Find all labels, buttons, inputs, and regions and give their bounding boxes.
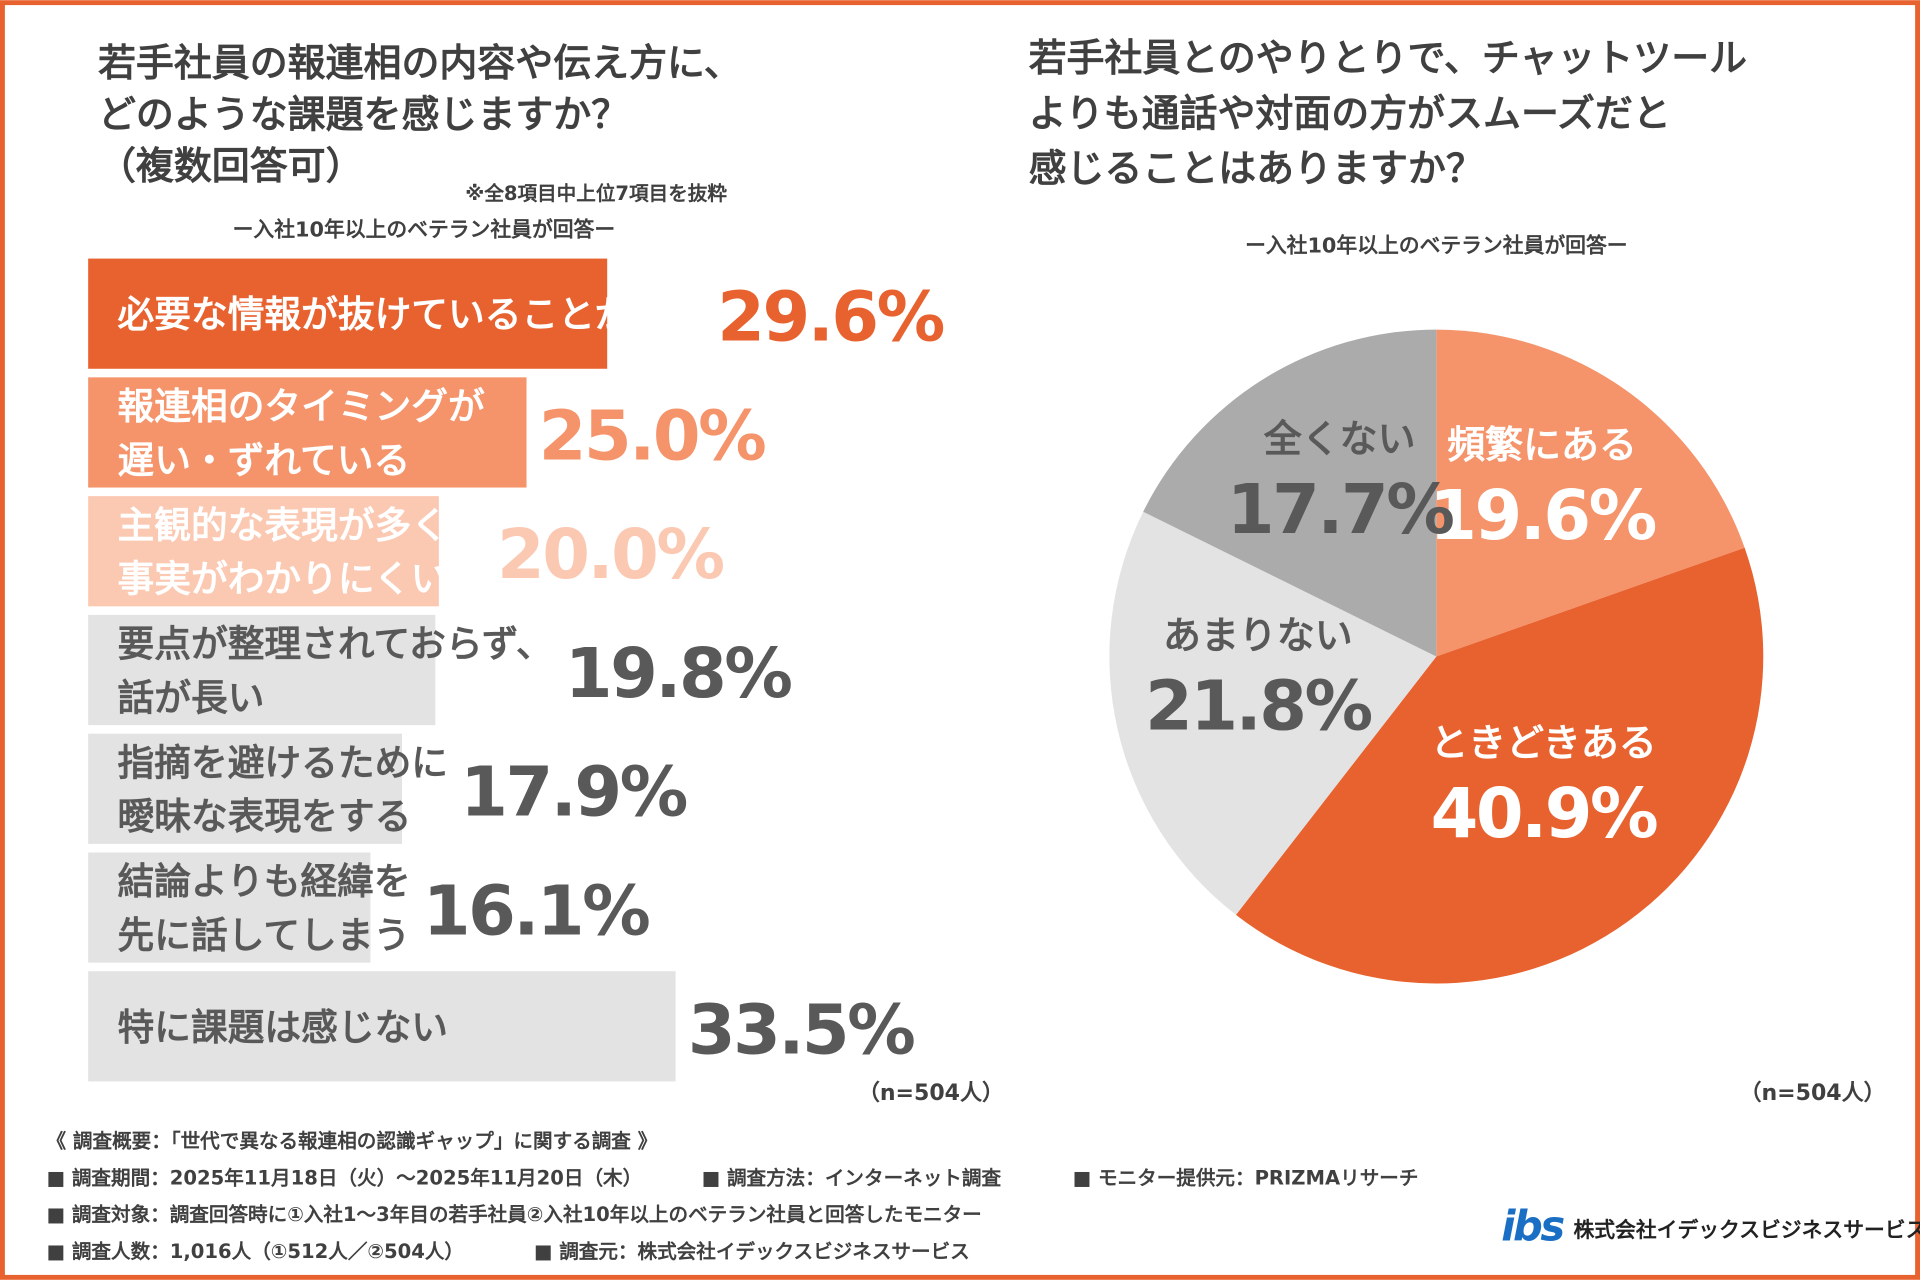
pie-slice: [1143, 329, 1437, 657]
category-label: 主観的な表現が多く、: [118, 504, 485, 547]
note: ※全8項目中上位7項目を抜粋: [465, 182, 727, 205]
slice-value: 17.7%: [1227, 470, 1453, 550]
bar: [88, 733, 403, 844]
logo: ibs: [1501, 1202, 1564, 1251]
slice-value: 40.9%: [1431, 774, 1657, 854]
pie-slice: [1235, 547, 1764, 984]
slice-label: ときどきある: [1430, 721, 1657, 765]
bar: [88, 258, 608, 369]
bar: [88, 971, 676, 1082]
value-label: 29.6%: [717, 278, 943, 358]
category-label: 曖昧な表現をする: [118, 795, 412, 838]
category-label: 特に課題は感じない: [118, 1006, 448, 1049]
pie-slice: [1436, 329, 1745, 657]
pie-slice: [1109, 511, 1437, 915]
category-label: 結論よりも経緯を: [118, 860, 411, 903]
footer-heading: 《 調査概要：「世代で異なる報連相の認識ギャップ」に関する調査 》: [47, 1130, 658, 1153]
chart-title: 感じることはありますか？: [1029, 146, 1484, 190]
slice-label: 頻繁にある: [1447, 423, 1637, 467]
value-label: 16.1%: [423, 871, 649, 951]
chart-title: どのような課題を感じますか？: [98, 93, 629, 137]
category-label: 話が長い: [118, 676, 265, 719]
footer-item: ■ 調査方法：インターネット調査: [702, 1166, 1002, 1189]
slice-value: 21.8%: [1145, 666, 1371, 746]
category-label: 要点が整理されておらず、: [118, 623, 553, 666]
category-label: 指摘を避けるために: [118, 741, 448, 784]
bar: [88, 496, 439, 607]
bar: [88, 614, 436, 726]
sample-size: （n=504人）: [858, 1081, 1004, 1106]
chart-title: （複数回答可）: [98, 144, 364, 188]
category-label: 先に話してしまう: [118, 914, 411, 957]
category-label: 事実がわかりにくい: [118, 558, 448, 601]
category-label: 報連相のタイミングが: [118, 385, 485, 428]
value-label: 19.8%: [565, 634, 791, 714]
slice-label: あまりない: [1163, 614, 1353, 658]
value-label: 33.5%: [688, 990, 914, 1070]
company-name: 株式会社イデックスビジネスサービス: [1573, 1218, 1920, 1242]
footer-item: ■ 調査人数：1,016人（①512人／②504人）: [47, 1240, 465, 1263]
slice-value: 19.6%: [1429, 476, 1655, 556]
chart-title: 若手社員とのやりとりで、チャットツール: [1029, 36, 1748, 80]
value-label: 25.0%: [539, 396, 765, 476]
chart-title: よりも通話や対面の方がスムーズだと: [1029, 91, 1671, 135]
category-label: 遅い・ずれている: [118, 439, 411, 482]
footer-item: ■ 調査期間：2025年11月18日（火）～2025年11月20日（木）: [47, 1166, 643, 1189]
chart-title: 若手社員の報連相の内容や伝え方に、: [98, 41, 742, 85]
value-label: 20.0%: [497, 515, 723, 595]
bar: [88, 377, 527, 488]
footer-item: ■ 調査元：株式会社イデックスビジネスサービス: [534, 1240, 970, 1263]
slice-label: 全くない: [1263, 417, 1416, 461]
value-label: 17.9%: [460, 753, 686, 833]
bar: [88, 852, 371, 963]
subtitle: ー入社10年以上のベテラン社員が回答ー: [1245, 233, 1628, 257]
sample-size: （n=504人）: [1739, 1081, 1885, 1106]
footer-item: ■ 調査対象：調査回答時に①入社1～3年目の若手社員②入社10年以上のベテラン社…: [47, 1203, 982, 1226]
category-label: 必要な情報が抜けていることがある: [118, 293, 706, 336]
subtitle: ー入社10年以上のベテラン社員が回答ー: [233, 218, 616, 242]
footer-item: ■ モニター提供元：PRIZMAリサーチ: [1073, 1166, 1419, 1189]
